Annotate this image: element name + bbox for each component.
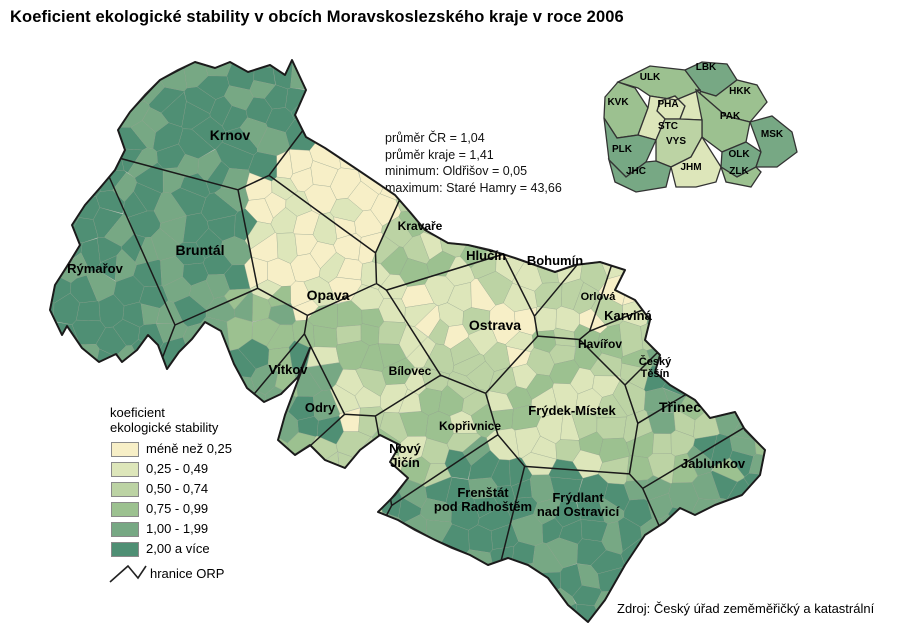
svg-text:Jablunkov: Jablunkov (681, 456, 746, 471)
svg-text:Odry: Odry (305, 400, 336, 415)
svg-text:Rýmařov: Rýmařov (67, 261, 123, 276)
svg-text:nad Ostravicí: nad Ostravicí (537, 504, 620, 519)
svg-text:Český: Český (639, 355, 672, 368)
svg-text:JHM: JHM (680, 162, 701, 173)
svg-text:PHA: PHA (657, 99, 678, 110)
svg-text:Frenštát: Frenštát (457, 485, 509, 500)
svg-text:Karviná: Karviná (604, 308, 652, 323)
svg-text:ULK: ULK (640, 72, 661, 83)
svg-text:Havířov: Havířov (578, 337, 622, 351)
svg-text:Orlová: Orlová (581, 291, 617, 303)
svg-text:HKK: HKK (729, 86, 751, 97)
svg-text:Třinec: Třinec (659, 399, 701, 415)
svg-text:pod Radhoštěm: pod Radhoštěm (434, 499, 532, 514)
svg-text:Frýdlant: Frýdlant (552, 490, 604, 505)
svg-text:Bílovec: Bílovec (389, 364, 432, 378)
svg-text:PLK: PLK (612, 144, 633, 155)
svg-text:Kravaře: Kravaře (398, 219, 443, 233)
svg-text:Kopřivnice: Kopřivnice (439, 419, 501, 433)
svg-text:ZLK: ZLK (729, 166, 749, 177)
svg-text:Nový: Nový (389, 441, 422, 456)
svg-text:Ostrava: Ostrava (469, 317, 521, 333)
svg-text:VYS: VYS (666, 136, 686, 147)
svg-text:OLK: OLK (728, 149, 750, 160)
svg-text:Frýdek-Místek: Frýdek-Místek (528, 403, 616, 418)
svg-text:PAK: PAK (720, 111, 741, 122)
svg-text:Bohumín: Bohumín (527, 253, 583, 268)
svg-text:JHC: JHC (626, 166, 646, 177)
svg-text:KVK: KVK (607, 97, 629, 108)
svg-text:Vítkov: Vítkov (268, 362, 308, 377)
svg-text:LBK: LBK (696, 62, 717, 73)
svg-text:Bruntál: Bruntál (176, 242, 225, 258)
svg-text:Hlučín: Hlučín (466, 248, 506, 263)
svg-text:MSK: MSK (761, 129, 784, 140)
svg-text:Opava: Opava (307, 287, 350, 303)
svg-text:Krnov: Krnov (210, 127, 251, 143)
svg-text:STC: STC (658, 121, 678, 132)
svg-text:Jičín: Jičín (390, 455, 420, 470)
svg-text:Těšín: Těšín (641, 368, 670, 380)
